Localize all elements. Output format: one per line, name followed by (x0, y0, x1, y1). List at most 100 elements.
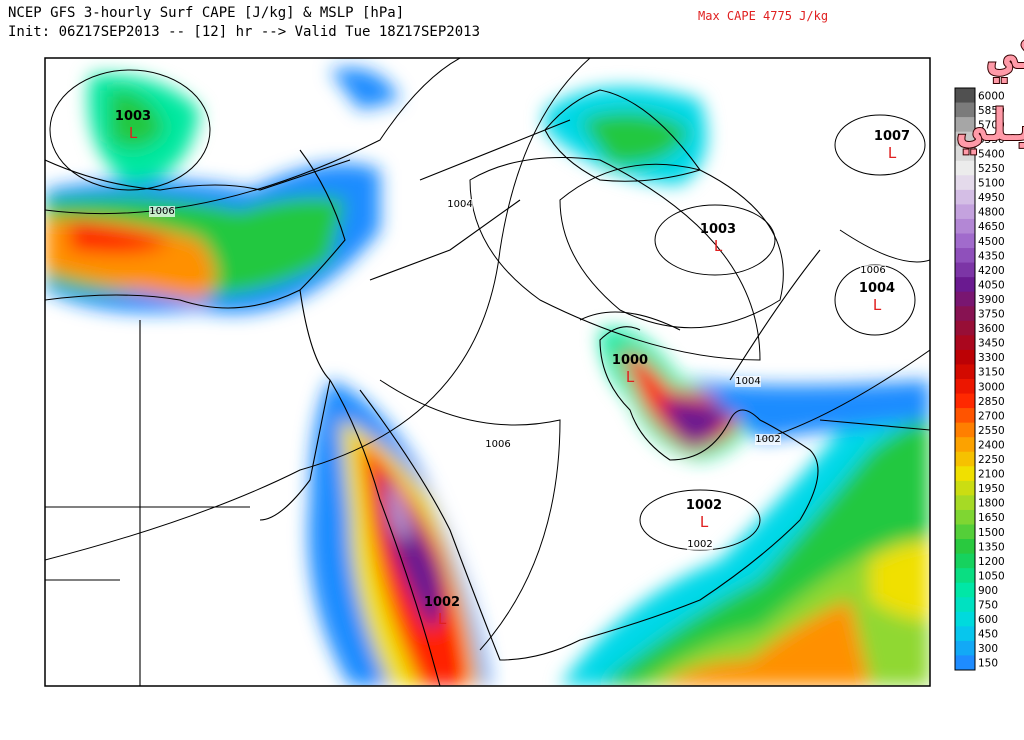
colorbar-label: 1500 (978, 527, 1005, 539)
low-marker: L (438, 610, 447, 628)
contour-label-bg (735, 376, 761, 387)
colorbar-label: 4200 (978, 265, 1005, 277)
colorbar-swatch (955, 553, 975, 569)
contour-label: 1006 (485, 439, 510, 450)
colorbar: 6000 5850 5700 5550 5400 5250 5100 4950 4800 4650… (954, 87, 1005, 671)
colorbar-label: 1350 (978, 541, 1005, 553)
colorbar-swatch (955, 640, 975, 656)
colorbar-swatch (955, 146, 975, 162)
low-marker: L (129, 124, 138, 142)
cape-field (45, 68, 930, 686)
colorbar-swatch (955, 480, 975, 496)
contour-label: 1004 (735, 376, 760, 387)
colorbar-label: 2100 (978, 469, 1005, 481)
colorbar-label: 4050 (978, 279, 1005, 291)
colorbar-swatch (955, 379, 975, 395)
colorbar-swatch (955, 655, 975, 671)
colorbar-label: 4500 (978, 236, 1005, 248)
colorbar-label: 900 (978, 585, 998, 597)
contour-label-bg (755, 434, 781, 445)
colorbar-swatch (955, 539, 975, 555)
map-frame (44, 57, 931, 687)
colorbar-label: 3150 (978, 367, 1005, 379)
colorbar-swatch (955, 291, 975, 307)
pressure-value: 1004 (859, 281, 895, 296)
colorbar-label: 1200 (978, 556, 1005, 568)
colorbar-label: 3750 (978, 309, 1005, 321)
colorbar-swatch (955, 88, 975, 104)
colorbar-swatch (955, 160, 975, 176)
colorbar-swatch (955, 233, 975, 249)
title: NCEP GFS 3-hourly Surf CAPE [J/kg] & MSL… (8, 5, 404, 21)
colorbar-swatch (955, 102, 975, 118)
contour-label: 1006 (149, 206, 174, 217)
pressure-value: 1003 (700, 222, 736, 237)
colorbar-label: 2400 (978, 439, 1005, 451)
colorbar-swatch (955, 189, 975, 205)
colorbar-swatch (955, 422, 975, 438)
contour-label: 1002 (687, 539, 712, 550)
colorbar-swatch (955, 568, 975, 584)
colorbar-swatch (955, 204, 975, 220)
colorbar-swatch (955, 437, 975, 453)
colorbar-label: 4800 (978, 207, 1005, 219)
colorbar-label: 150 (978, 658, 998, 670)
colorbar-label: 6000 (978, 90, 1005, 102)
colorbar-label: 5550 (978, 134, 1005, 146)
colorbar-swatch (955, 466, 975, 482)
subtitle: Init: 06Z17SEP2013 -- [12] hr --> Valid … (8, 24, 480, 40)
contour-label-bg (687, 539, 713, 550)
colorbar-label: 4650 (978, 221, 1005, 233)
colorbar-label: 3450 (978, 338, 1005, 350)
colorbar-swatch (955, 451, 975, 467)
colorbar-label: 2550 (978, 425, 1005, 437)
contour-label-bg (860, 265, 886, 276)
colorbar-swatch (955, 393, 975, 409)
colorbar-label: 3900 (978, 294, 1005, 306)
colorbar-label: 750 (978, 600, 998, 612)
colorbar-swatch (955, 320, 975, 336)
pressure-value: 1003 (115, 109, 151, 124)
colorbar-swatch (955, 349, 975, 365)
colorbar-swatch (955, 626, 975, 642)
colorbar-swatch (955, 611, 975, 627)
colorbar-swatch (955, 262, 975, 278)
colorbar-label: 4350 (978, 250, 1005, 262)
colorbar-label: 3000 (978, 381, 1005, 393)
colorbar-label: 450 (978, 629, 998, 641)
colorbar-label: 3600 (978, 323, 1005, 335)
contour-label: 1006 (860, 265, 885, 276)
colorbar-swatch (955, 364, 975, 380)
watermark-line1: تركي (988, 25, 1024, 83)
colorbar-label: 1650 (978, 512, 1005, 524)
colorbar-swatch (955, 582, 975, 598)
max-cape: Max CAPE 4775 J/kg (698, 9, 828, 23)
colorbar-swatch (955, 131, 975, 147)
colorbar-label: 2250 (978, 454, 1005, 466)
colorbar-label: 2700 (978, 410, 1005, 422)
colorbar-label: 4950 (978, 192, 1005, 204)
colorbar-label: 5400 (978, 148, 1005, 160)
colorbar-label: 1050 (978, 570, 1005, 582)
watermark-line2: الوايلي (958, 100, 1024, 154)
pressure-value: 1000 (612, 353, 648, 368)
colorbar-swatch (955, 495, 975, 511)
colorbar-swatch (955, 408, 975, 424)
colorbar-label: 300 (978, 643, 998, 655)
contour-label-bg (447, 199, 473, 210)
colorbar-swatch (955, 175, 975, 191)
low-marker: L (888, 144, 897, 162)
colorbar-label: 600 (978, 614, 998, 626)
pressure-value: 1002 (686, 498, 722, 513)
colorbar-swatch (955, 335, 975, 351)
colorbar-label: 5850 (978, 105, 1005, 117)
contour-label: 1004 (447, 199, 472, 210)
colorbar-swatch (955, 277, 975, 293)
colorbar-swatch (955, 218, 975, 234)
low-marker: L (873, 296, 882, 314)
contour-label-bg (149, 206, 175, 217)
colorbar-swatch (955, 306, 975, 322)
